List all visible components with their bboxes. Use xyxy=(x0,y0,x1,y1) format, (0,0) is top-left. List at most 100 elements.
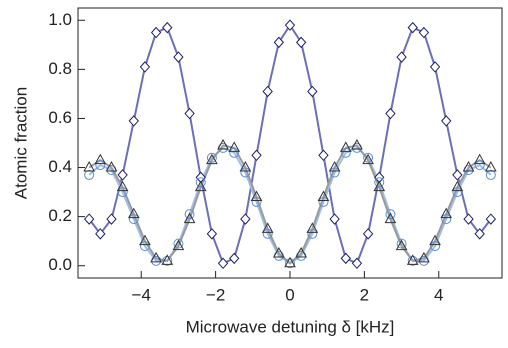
triangle-marker xyxy=(83,161,96,172)
y-tick-label: 0.8 xyxy=(48,59,72,78)
triangle-marker xyxy=(484,161,497,172)
x-tick-label: 0 xyxy=(285,285,294,304)
triangle-marker xyxy=(284,256,296,268)
triangle-marker xyxy=(317,190,330,201)
diamond-marker xyxy=(273,36,285,49)
diamond-marker xyxy=(240,213,251,225)
diamond-marker xyxy=(173,51,184,63)
fit-line xyxy=(88,144,492,265)
triangle-marker xyxy=(351,138,363,150)
y-tick-label: 0.4 xyxy=(48,157,72,176)
diamond-marker xyxy=(117,169,128,181)
y-tick-label: 0.2 xyxy=(48,206,72,225)
y-tick-label: 0.6 xyxy=(48,108,72,127)
circle-marker xyxy=(441,214,452,225)
diamond-marker xyxy=(95,228,106,240)
diamond-marker xyxy=(318,149,329,162)
triangle-marker xyxy=(339,141,352,152)
triangle-marker xyxy=(194,180,207,192)
triangle-marker xyxy=(105,161,118,172)
circle-marker xyxy=(363,152,374,163)
diamond-marker xyxy=(206,228,218,240)
diamond-marker xyxy=(307,85,318,98)
circle-marker xyxy=(229,147,240,158)
diamond-marker xyxy=(139,61,151,73)
circle-marker xyxy=(139,241,150,252)
circle-marker xyxy=(474,160,485,171)
x-tick-label: 2 xyxy=(360,285,369,304)
circle-marker xyxy=(340,147,351,158)
diamond-marker xyxy=(184,107,195,120)
circle-marker xyxy=(329,167,340,178)
fit-line xyxy=(88,23,492,265)
diamond-marker xyxy=(474,228,485,240)
triangle-marker xyxy=(473,153,486,165)
diamond-marker xyxy=(262,85,273,98)
diamond-marker xyxy=(396,51,407,63)
diamond-marker xyxy=(485,213,497,225)
triangle-marker xyxy=(295,246,308,258)
diamond-marker xyxy=(150,26,162,39)
triangle-marker xyxy=(228,141,241,152)
triangle-marker xyxy=(362,153,374,165)
circle-marker xyxy=(128,214,139,225)
triangle-marker xyxy=(306,222,319,233)
circle-marker xyxy=(251,196,262,207)
circle-marker xyxy=(173,238,184,249)
triangle-marker xyxy=(94,153,107,165)
circle-marker xyxy=(307,228,318,239)
triangle-marker xyxy=(451,180,464,192)
diamond-marker xyxy=(251,149,262,162)
circle-marker xyxy=(262,228,273,239)
triangle-marker xyxy=(150,251,162,263)
diamond-marker xyxy=(229,252,240,265)
triangle-marker xyxy=(373,180,386,192)
diamond-marker xyxy=(83,213,95,225)
diamond-marker xyxy=(441,115,452,127)
x-tick-label: −2 xyxy=(206,285,225,304)
circle-marker xyxy=(84,169,95,180)
circle-marker xyxy=(430,241,441,252)
triangle-marker xyxy=(440,207,453,219)
diamond-marker xyxy=(362,228,374,240)
circle-marker xyxy=(374,177,385,188)
diamond-marker xyxy=(418,26,430,39)
circle-marker xyxy=(385,209,396,220)
circle-marker xyxy=(195,177,206,188)
diamond-marker xyxy=(329,213,340,225)
circle-marker xyxy=(206,152,217,163)
triangle-marker xyxy=(116,180,129,192)
y-axis-label: Atomic fraction xyxy=(11,87,30,199)
triangle-marker xyxy=(161,254,174,265)
circle-marker xyxy=(95,160,106,171)
triangle-marker xyxy=(206,153,218,165)
triangle-marker xyxy=(261,222,274,233)
triangle-marker xyxy=(395,239,408,251)
triangle-marker xyxy=(183,212,196,224)
triangle-marker xyxy=(429,234,441,246)
diamond-marker xyxy=(407,21,418,34)
diamond-marker xyxy=(452,169,463,181)
diamond-marker xyxy=(295,36,307,49)
triangle-marker xyxy=(462,161,475,172)
diamond-marker xyxy=(463,213,474,225)
diamond-marker xyxy=(106,213,117,225)
triangle-marker xyxy=(239,161,252,172)
circle-marker xyxy=(485,169,496,180)
triangle-marker xyxy=(406,254,419,265)
x-axis-label: Microwave detuning δ [kHz] xyxy=(186,317,395,336)
y-tick-label: 0.0 xyxy=(48,255,72,274)
y-tick-label: 1.0 xyxy=(48,10,72,29)
circle-marker xyxy=(318,196,329,207)
circle-marker xyxy=(184,209,195,220)
diamond-marker xyxy=(385,107,396,120)
triangle-marker xyxy=(328,161,341,172)
diamond-marker xyxy=(351,257,363,270)
circle-marker xyxy=(452,187,463,198)
triangle-marker xyxy=(127,207,140,219)
circle-marker xyxy=(117,187,128,198)
triangle-marker xyxy=(250,190,263,201)
x-tick-label: 4 xyxy=(434,285,443,304)
triangle-marker xyxy=(139,234,151,246)
